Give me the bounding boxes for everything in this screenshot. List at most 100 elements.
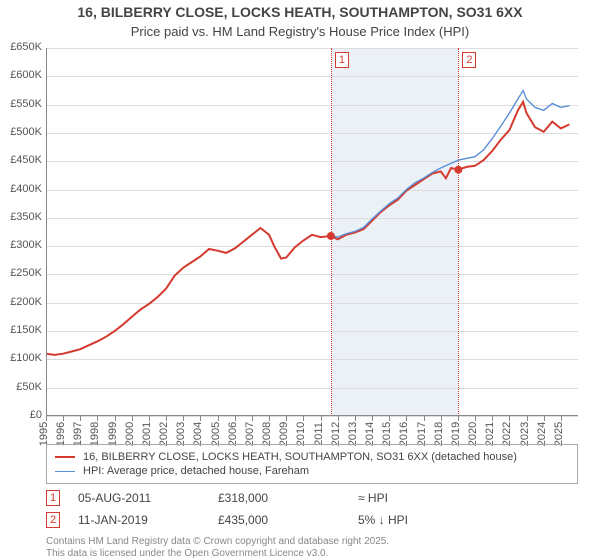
y-tick-label: £600K	[2, 69, 42, 81]
chart-subtitle: Price paid vs. HM Land Registry's House …	[0, 24, 600, 43]
x-tick-label: 2008	[261, 422, 273, 446]
x-tick	[200, 416, 201, 421]
footer-line-2: This data is licensed under the Open Gov…	[46, 548, 328, 559]
x-tick-label: 2007	[244, 422, 256, 446]
x-tick-label: 2012	[330, 422, 342, 446]
x-tick-label: 2010	[296, 422, 308, 446]
x-tick-label: 2018	[433, 422, 445, 446]
x-tick	[80, 416, 81, 421]
x-tick-label: 2009	[278, 422, 290, 446]
legend-label: HPI: Average price, detached house, Fare…	[83, 465, 309, 477]
y-tick-label: £200K	[2, 296, 42, 308]
sale-price-1: £318,000	[218, 491, 358, 505]
x-tick-label: 2013	[347, 422, 359, 446]
y-tick-label: £350K	[2, 211, 42, 223]
x-tick	[492, 416, 493, 421]
x-tick-label: 2016	[399, 422, 411, 446]
x-tick-label: 2002	[158, 422, 170, 446]
x-tick	[269, 416, 270, 421]
sale-price-2: £435,000	[218, 513, 358, 527]
x-tick-label: 2023	[519, 422, 531, 446]
legend-row: HPI: Average price, detached house, Fare…	[55, 465, 569, 477]
y-tick-label: £250K	[2, 267, 42, 279]
x-tick-label: 2017	[416, 422, 428, 446]
x-tick-label: 2003	[176, 422, 188, 446]
x-tick	[115, 416, 116, 421]
y-tick-label: £0	[2, 409, 42, 421]
footer-text: Contains HM Land Registry data © Crown c…	[46, 536, 578, 559]
x-tick	[424, 416, 425, 421]
x-tick	[286, 416, 287, 421]
sale-row-2: 2 11-JAN-2019 £435,000 5% ↓ HPI	[46, 512, 578, 528]
x-tick	[63, 416, 64, 421]
sale-row-1: 1 05-AUG-2011 £318,000 ≈ HPI	[46, 490, 578, 506]
x-tick-label: 2015	[381, 422, 393, 446]
x-tick	[303, 416, 304, 421]
plot-area: 1995199619971998199920002001200220032004…	[46, 48, 578, 416]
legend-swatch	[55, 471, 75, 472]
x-tick	[355, 416, 356, 421]
y-tick-label: £150K	[2, 324, 42, 336]
x-tick-label: 1997	[73, 422, 85, 446]
x-tick-label: 1996	[55, 422, 67, 446]
x-tick	[338, 416, 339, 421]
y-tick-label: £400K	[2, 183, 42, 195]
sale-delta-1: ≈ HPI	[358, 491, 498, 505]
x-tick	[132, 416, 133, 421]
x-tick-label: 2024	[536, 422, 548, 446]
x-tick	[458, 416, 459, 421]
x-tick	[527, 416, 528, 421]
legend-box: 16, BILBERRY CLOSE, LOCKS HEATH, SOUTHAM…	[46, 444, 578, 484]
x-tick-label: 2022	[502, 422, 514, 446]
x-tick	[183, 416, 184, 421]
legend-swatch	[55, 456, 75, 458]
x-tick	[475, 416, 476, 421]
sale-date-1: 05-AUG-2011	[78, 491, 218, 505]
x-tick	[561, 416, 562, 421]
x-tick-label: 2004	[193, 422, 205, 446]
x-tick-label: 2025	[553, 422, 565, 446]
axis-border	[46, 48, 578, 416]
x-tick	[372, 416, 373, 421]
sale-marker-2: 2	[46, 512, 60, 528]
y-tick-label: £550K	[2, 98, 42, 110]
x-tick	[97, 416, 98, 421]
x-tick	[252, 416, 253, 421]
x-tick-label: 2021	[484, 422, 496, 446]
x-tick-label: 2000	[124, 422, 136, 446]
x-tick	[544, 416, 545, 421]
x-tick-label: 2006	[227, 422, 239, 446]
legend-label: 16, BILBERRY CLOSE, LOCKS HEATH, SOUTHAM…	[83, 451, 517, 463]
x-tick	[441, 416, 442, 421]
x-tick-label: 1998	[90, 422, 102, 446]
footer-line-1: Contains HM Land Registry data © Crown c…	[46, 536, 389, 547]
x-tick	[46, 416, 47, 421]
sale-date-2: 11-JAN-2019	[78, 513, 218, 527]
chart-title: 16, BILBERRY CLOSE, LOCKS HEATH, SOUTHAM…	[0, 0, 600, 24]
x-tick	[235, 416, 236, 421]
x-tick	[389, 416, 390, 421]
x-tick	[406, 416, 407, 421]
y-tick-label: £100K	[2, 352, 42, 364]
x-tick-label: 2005	[210, 422, 222, 446]
y-tick-label: £650K	[2, 41, 42, 53]
x-tick	[166, 416, 167, 421]
legend-row: 16, BILBERRY CLOSE, LOCKS HEATH, SOUTHAM…	[55, 451, 569, 463]
x-tick-label: 1995	[38, 422, 50, 446]
x-tick-label: 2020	[467, 422, 479, 446]
x-tick	[149, 416, 150, 421]
x-tick	[321, 416, 322, 421]
y-tick-label: £50K	[2, 381, 42, 393]
x-tick	[509, 416, 510, 421]
y-tick-label: £300K	[2, 239, 42, 251]
x-tick-label: 1999	[107, 422, 119, 446]
sale-delta-2: 5% ↓ HPI	[358, 513, 498, 527]
y-gridline	[46, 416, 578, 417]
y-tick-label: £450K	[2, 154, 42, 166]
x-tick-label: 2019	[450, 422, 462, 446]
x-tick-label: 2011	[312, 422, 324, 446]
x-tick	[218, 416, 219, 421]
x-tick-label: 2001	[141, 422, 153, 446]
x-tick-label: 2014	[364, 422, 376, 446]
y-tick-label: £500K	[2, 126, 42, 138]
